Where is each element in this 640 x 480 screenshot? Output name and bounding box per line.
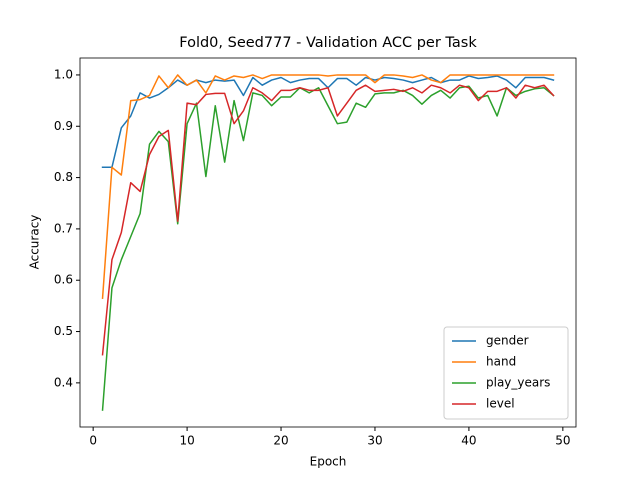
- x-tick-label: 20: [273, 434, 288, 448]
- x-tick-label: 0: [89, 434, 97, 448]
- x-tick-label: 40: [461, 434, 476, 448]
- x-axis-label: Epoch: [310, 455, 347, 469]
- legend-label: gender: [486, 334, 529, 348]
- y-tick-label: 0.8: [54, 170, 73, 184]
- y-tick-label: 0.9: [54, 119, 73, 133]
- legend-label: hand: [486, 355, 516, 369]
- legend-box: [443, 326, 569, 420]
- y-tick-label: 0.6: [54, 273, 73, 287]
- legend-label: play_years: [486, 376, 550, 390]
- x-tick-label: 50: [555, 434, 570, 448]
- line-series: [101, 85, 555, 411]
- y-tick-label: 0.5: [54, 324, 73, 338]
- y-axis-label: Accuracy: [28, 215, 42, 270]
- line-series: [101, 74, 555, 299]
- x-tick-label: 10: [179, 434, 194, 448]
- y-tick-label: 0.4: [54, 375, 73, 389]
- y-tick-label: 1.0: [54, 67, 73, 81]
- x-tick-label: 30: [367, 434, 382, 448]
- axes-frame: [79, 57, 577, 428]
- y-tick-label: 0.7: [54, 221, 73, 235]
- chart-title: Fold0, Seed777 - Validation ACC per Task: [179, 35, 477, 51]
- line-series: [101, 84, 555, 356]
- legend-label: level: [486, 397, 515, 411]
